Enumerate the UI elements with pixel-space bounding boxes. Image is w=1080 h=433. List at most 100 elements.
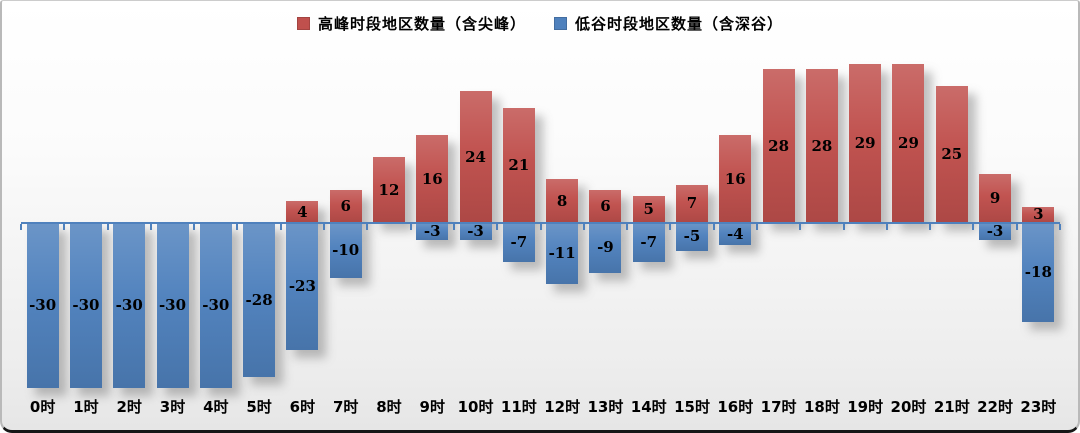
category-slot: 7 -5 15时 (670, 1, 713, 430)
valley-bar: -23 (286, 223, 319, 350)
category-slot: 28 18时 (800, 1, 843, 430)
category-slot: 24 -3 10时 (454, 1, 497, 430)
peak-bar-value-label: 5 (643, 199, 654, 218)
axis-tick (885, 224, 888, 230)
category-slot: 3 -18 23时 (1017, 1, 1060, 430)
valley-bar-value-label: -3 (423, 221, 441, 240)
axis-tick (20, 224, 22, 230)
category-slot: 29 19时 (844, 1, 887, 430)
valley-bar: -30 (156, 223, 189, 388)
category-slot: 21 -7 11时 (497, 1, 540, 430)
category-slot: 28 17时 (757, 1, 800, 430)
peak-bar-value-label: 6 (340, 197, 351, 215)
peak-bar-value-label: 12 (378, 180, 400, 199)
category-slot: -30 1时 (64, 1, 107, 430)
peak-bar-value-label: 16 (724, 169, 746, 188)
x-axis-label: 3时 (159, 398, 186, 416)
peak-bar-value-label: 6 (600, 197, 611, 215)
x-axis-label: 17时 (760, 398, 797, 416)
x-axis-label: 16时 (717, 398, 754, 416)
x-axis-label: 5时 (246, 398, 272, 416)
valley-bar: -11 (546, 223, 579, 284)
x-axis-label: 0时 (29, 398, 56, 416)
category-slot: 12 8时 (367, 1, 410, 430)
axis-tick (712, 224, 715, 230)
peak-bar-value-label: 9 (989, 188, 1001, 207)
peak-bar: 8 (546, 179, 579, 223)
category-slot: 6 -9 13时 (584, 1, 627, 430)
x-axis-label: 9时 (419, 398, 445, 416)
legend-item-valley: 低谷时段地区数量（含深谷） (554, 13, 783, 34)
legend: 高峰时段地区数量（含尖峰） 低谷时段地区数量（含深谷） (2, 13, 1078, 34)
valley-bar-value-label: -4 (726, 224, 744, 243)
axis-tick (409, 224, 412, 230)
valley-bar-value-label: -30 (115, 296, 143, 314)
x-axis-label: 21时 (933, 398, 970, 416)
x-axis-label: 13时 (587, 398, 624, 416)
axis-tick (236, 224, 239, 230)
peak-bar-value-label: 28 (811, 136, 833, 155)
valley-bar: -3 (979, 221, 1012, 240)
axis-tick (539, 224, 542, 230)
valley-bar-value-label: -3 (986, 221, 1004, 240)
plot-area: -30 0时 -30 1时 -30 2时 -30 3时 -30 4时 -28 5时 4 -23 6时 6 -10… (20, 1, 1061, 430)
valley-bar-value-label: -5 (683, 227, 701, 246)
valley-bar: -30 (26, 223, 59, 388)
peak-bar-value-label: 28 (768, 136, 790, 155)
valley-bar-value-label: -30 (158, 296, 187, 314)
axis-tick (669, 224, 672, 230)
legend-swatch-valley-icon (554, 17, 567, 30)
x-axis-label: 7时 (332, 398, 359, 416)
x-axis-label: 10时 (457, 398, 494, 416)
x-axis-label: 22时 (977, 398, 1013, 416)
category-slot: 5 -7 14时 (627, 1, 670, 430)
valley-bar: -7 (632, 223, 665, 262)
valley-bar: -28 (243, 223, 276, 377)
x-axis-label: 1时 (73, 398, 99, 416)
axis-tick (323, 224, 326, 230)
peak-bar: 25 (935, 85, 968, 223)
peak-bar: 5 (632, 195, 665, 223)
x-axis-label: 8时 (376, 398, 402, 416)
axis-tick (496, 224, 499, 230)
x-axis-label: 6时 (289, 398, 316, 416)
x-axis-label: 23时 (1020, 398, 1057, 416)
peak-bar-value-label: 29 (854, 133, 876, 152)
peak-bar: 29 (849, 63, 882, 223)
valley-bar-value-label: -30 (29, 296, 57, 314)
peak-bar: 6 (329, 190, 362, 223)
category-slot: -28 5时 (237, 1, 280, 430)
axis-tick (842, 224, 845, 230)
peak-bar-value-label: 4 (297, 202, 308, 221)
axis-tick (582, 224, 585, 230)
x-axis-line (21, 222, 1060, 224)
x-axis-label: 20时 (890, 398, 927, 416)
axis-tick (626, 224, 629, 230)
valley-bar-value-label: -18 (1024, 263, 1052, 281)
peak-bar-value-label: 8 (556, 191, 568, 210)
x-axis-label: 18时 (803, 398, 840, 416)
axis-tick (755, 224, 758, 230)
valley-bar: -30 (113, 223, 146, 388)
peak-bar: 7 (676, 184, 709, 223)
category-slot: 29 20时 (887, 1, 930, 430)
valley-bar: -10 (329, 223, 362, 278)
valley-bar-value-label: -30 (72, 296, 100, 314)
axis-tick (972, 224, 975, 230)
peak-bar: 9 (979, 173, 1012, 223)
axis-tick (366, 224, 369, 230)
x-axis-label: 12时 (544, 398, 581, 416)
x-axis-label: 11时 (500, 398, 537, 416)
peak-bar-value-label: 24 (465, 147, 486, 166)
peak-bar-value-label: 21 (508, 155, 530, 174)
valley-bar-value-label: -7 (510, 232, 528, 251)
valley-bar: -30 (69, 223, 102, 388)
peak-bar: 24 (459, 91, 492, 223)
peak-bar: 3 (1022, 206, 1055, 223)
x-axis-label: 2时 (116, 398, 142, 416)
peak-bar: 28 (805, 69, 838, 223)
legend-swatch-peak-icon (296, 17, 310, 30)
valley-bar-value-label: -30 (202, 296, 230, 314)
legend-label-valley: 低谷时段地区数量（含深谷） (575, 15, 784, 33)
axis-tick (63, 224, 66, 230)
